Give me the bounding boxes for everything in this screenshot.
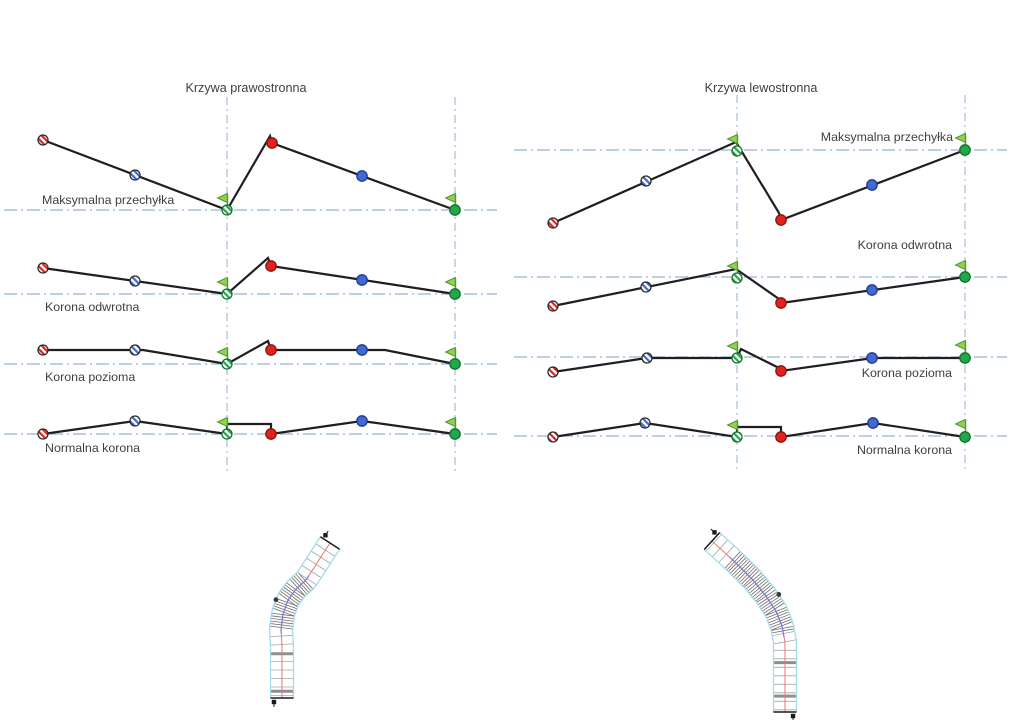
marker-solid-green (449, 428, 461, 440)
road-centerline-transition (729, 556, 785, 638)
marker-solid-red (775, 365, 787, 377)
row-label: Normalna korona (857, 443, 952, 457)
row-label: Korona odwrotna (45, 300, 139, 314)
diagram-title: Krzywa lewostronna (705, 81, 818, 95)
marker-hatched-blue (129, 344, 141, 356)
marker-solid-red (775, 297, 787, 309)
marker-solid-blue (867, 417, 879, 429)
edge-profile-line (552, 267, 966, 308)
marker-hatched-red (37, 428, 49, 440)
marker-solid-red (775, 431, 787, 443)
marker-hatched-green (731, 145, 743, 157)
marker-solid-blue (866, 352, 878, 364)
edge-profile-line (552, 421, 966, 439)
edge-profile-line (42, 419, 456, 436)
marker-hatched-red (547, 366, 559, 378)
marker-solid-green (959, 431, 971, 443)
road-end-marker (319, 530, 341, 550)
marker-solid-red (266, 137, 278, 149)
road-edge (703, 549, 775, 713)
marker-hatched-red (547, 217, 559, 229)
marker-hatched-red (547, 300, 559, 312)
marker-hatched-blue (129, 169, 141, 181)
marker-hatched-blue (641, 352, 653, 364)
row-label: Korona pozioma (862, 366, 952, 380)
marker-hatched-red (547, 431, 559, 443)
marker-solid-blue (356, 274, 368, 286)
marker-hatched-green (221, 428, 233, 440)
edge-profile-line (552, 347, 965, 374)
road-end-marker (703, 528, 721, 550)
marker-hatched-blue (639, 417, 651, 429)
marker-solid-green (959, 352, 971, 364)
marker-solid-red (775, 214, 787, 226)
marker-solid-green (449, 288, 461, 300)
marker-hatched-blue (640, 281, 652, 293)
marker-solid-blue (866, 179, 878, 191)
edge-profile-line (42, 256, 456, 296)
row-label: Maksymalna przechyłka (42, 193, 174, 207)
marker-solid-blue (356, 415, 368, 427)
road-centerline-transition (280, 575, 310, 634)
marker-solid-blue (866, 284, 878, 296)
edge-profile-line (42, 133, 456, 212)
road-plan-left-curve (703, 528, 798, 720)
road-end-marker (773, 711, 797, 720)
diagram-krzywa-lewostronna: Maksymalna przechyłka Korona odwrotna Koro… (514, 81, 1007, 472)
marker-hatched-green (221, 358, 233, 370)
road-end-marker (270, 697, 294, 707)
marker-hatched-green (731, 431, 743, 443)
edge-profile-line (43, 339, 456, 366)
marker-solid-blue (356, 344, 368, 356)
diagram-krzywa-prawostronna: Maksymalna przechyłka Korona odwrotna Koro… (4, 81, 497, 471)
row-label: Korona odwrotna (858, 238, 952, 252)
road-plan-right-curve (268, 530, 341, 707)
row-label: Normalna korona (45, 441, 140, 455)
marker-solid-green (449, 358, 461, 370)
diagram-title: Krzywa prawostronna (185, 81, 306, 95)
road-edge (268, 536, 321, 698)
marker-hatched-green (731, 352, 743, 364)
marker-hatched-blue (640, 175, 652, 187)
marker-solid-green (449, 204, 461, 216)
road-edge (291, 548, 341, 698)
marker-solid-red (265, 344, 277, 356)
marker-solid-blue (356, 170, 368, 182)
marker-hatched-blue (129, 275, 141, 287)
marker-solid-red (265, 428, 277, 440)
marker-hatched-red (37, 344, 49, 356)
marker-solid-red (265, 260, 277, 272)
marker-solid-green (959, 271, 971, 283)
marker-hatched-blue (129, 415, 141, 427)
curve-midpoint-marker (273, 597, 279, 603)
marker-hatched-green (221, 288, 233, 300)
row-label: Maksymalna przechyłka (821, 130, 953, 144)
curve-midpoint-marker (776, 592, 782, 597)
edge-profile-line (552, 140, 966, 225)
row-label: Korona pozioma (45, 370, 135, 384)
marker-solid-green (959, 144, 971, 156)
road-edge (719, 532, 798, 713)
marker-hatched-green (221, 204, 233, 216)
marker-hatched-red (37, 134, 49, 146)
marker-hatched-red (37, 262, 49, 274)
marker-hatched-green (731, 272, 743, 284)
